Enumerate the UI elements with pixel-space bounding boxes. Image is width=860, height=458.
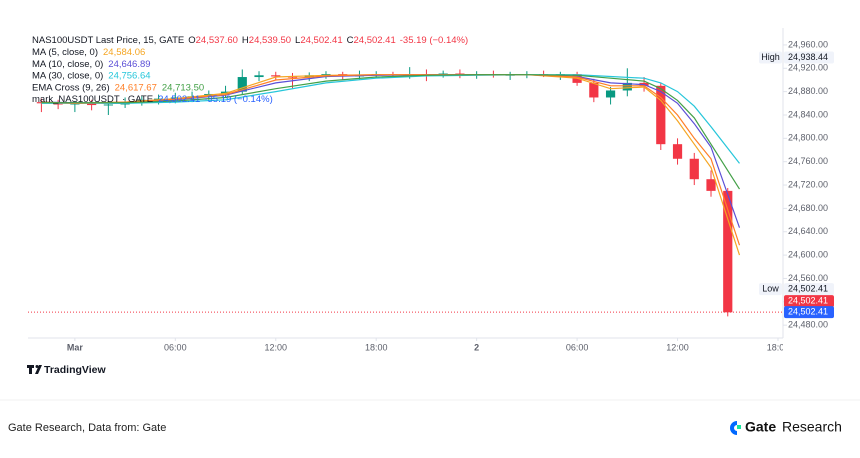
x-tick-label: 12:00 (666, 342, 689, 352)
last-price-badge-bg (784, 295, 834, 308)
y-tick-label: 24,480.00 (788, 320, 828, 330)
indicator-legend: MA (10, close, 0) 24,646.89 (32, 58, 151, 69)
y-tick-label: 24,640.00 (788, 226, 828, 236)
indicator-legend: MA (30, close, 0) 24,756.64 (32, 70, 151, 81)
gate-logo: Gate Research (730, 419, 842, 435)
low-tag-bg (759, 283, 782, 296)
ohlc-key: H (242, 35, 249, 46)
x-tick-label: 06:00 (164, 342, 187, 352)
gate-icon (730, 421, 737, 435)
indicator-name: MA (5, close, 0) (32, 47, 98, 58)
gate-icon-square (737, 425, 741, 429)
mark-legend: mark_NAS100USDT · GATE 24,502.41 -35.19 (−… (32, 94, 273, 105)
candle-body (287, 76, 298, 78)
y-tick-label: 24,680.00 (788, 203, 828, 213)
ohlc-value: 24,502.41 (300, 35, 342, 46)
ohlc-value: 24,502.41 (353, 35, 395, 46)
mark-name: mark_NAS100USDT · GATE (32, 94, 153, 105)
indicator-name: MA (10, close, 0) (32, 58, 103, 69)
low-value-bg (784, 283, 834, 296)
y-tick-label: 24,920.00 (788, 63, 828, 73)
y-tick-label: 24,560.00 (788, 273, 828, 283)
symbol: NAS100USDT Last Price, 15, GATE (32, 35, 184, 46)
y-tick-label: 24,800.00 (788, 133, 828, 143)
candle-body (605, 90, 616, 98)
high-tag: High (761, 52, 780, 62)
high-value: 24,938.44 (788, 52, 828, 62)
legend-header: NAS100USDT Last Price, 15, GATE O24,537.6… (32, 35, 468, 46)
mark-price-badge-bg (784, 306, 834, 319)
y-tick-label: 24,880.00 (788, 86, 828, 96)
y-tick-label: 24,840.00 (788, 109, 828, 119)
y-tick-label: 24,760.00 (788, 156, 828, 166)
gate-brand: Research (782, 419, 842, 435)
x-tick-label: Mar (67, 342, 84, 352)
last-price-badge: 24,502.41 (788, 295, 828, 305)
indicator-legend: EMA Cross (9, 26) 24,617.67 24,713.50 (32, 82, 204, 93)
low-value: 24,502.41 (788, 283, 828, 293)
change: -35.19 (−0.14%) (400, 35, 468, 46)
indicator-value: 24,646.89 (108, 58, 150, 69)
mark-change: -35.19 (−0.14%) (204, 94, 272, 105)
high-tag-bg (759, 51, 782, 64)
candle-body (589, 82, 599, 98)
tradingview-logo: TradingView (27, 364, 106, 376)
tradingview-icon (27, 365, 42, 374)
x-tick-label: 12:00 (264, 342, 287, 352)
x-tick-label: 2 (474, 342, 479, 352)
indicator-line (41, 74, 741, 190)
candle-body (656, 85, 666, 145)
candle-body (271, 75, 281, 77)
y-tick-label: 24,600.00 (788, 249, 828, 259)
low-tag: Low (762, 283, 779, 293)
ohlc-key: O (188, 35, 195, 46)
footer-source: Gate Research, Data from: Gate (8, 422, 166, 434)
ohlc-value: 24,537.60 (196, 35, 238, 46)
mark-value: 24,502.41 (158, 94, 200, 105)
indicator-value: 24,584.06 (103, 47, 145, 58)
mark-price-badge: 24,502.41 (788, 306, 828, 316)
candle-body (36, 102, 46, 104)
ohlc-value: 24,539.50 (249, 35, 291, 46)
indicator-name: EMA Cross (9, 26) (32, 82, 110, 93)
time-axis: Mar 06:00 12:00 18:00 2 06:00 12:00 18:00 (67, 338, 790, 352)
ohlc-key: L (295, 35, 300, 46)
indicator-value: 24,713.50 (162, 82, 204, 93)
x-tick-label: 18:00 (365, 342, 388, 352)
x-tick-label: 18:00 (767, 342, 790, 352)
indicator-value: 24,756.64 (108, 70, 150, 81)
tradingview-icon-dot (35, 365, 39, 368)
gate-brand-bold: Gate (745, 419, 776, 435)
candle-body (622, 82, 632, 91)
candle-body (672, 144, 683, 159)
candle-body (87, 103, 97, 106)
plot-area (28, 67, 783, 317)
high-value-bg (784, 51, 834, 64)
candle-body (706, 179, 716, 191)
ohlc-key: C (347, 35, 354, 46)
candle-body (103, 104, 113, 106)
tradingview-text: TradingView (44, 364, 106, 376)
y-tick-label: 24,960.00 (788, 39, 828, 49)
candle-body (237, 77, 247, 92)
indicator-value: 24,617.67 (115, 82, 157, 93)
indicator-name: MA (30, close, 0) (32, 70, 103, 81)
y-tick-label: 24,720.00 (788, 179, 828, 189)
overlay: 24,480.0024,520.0024,560.0024,600.0024,6… (32, 35, 834, 330)
x-tick-label: 06:00 (566, 342, 589, 352)
candle-body (723, 190, 733, 313)
indicator-legend: MA (5, close, 0) 24,584.06 (32, 47, 145, 58)
candle-body (254, 75, 264, 78)
candle-body (689, 158, 699, 180)
